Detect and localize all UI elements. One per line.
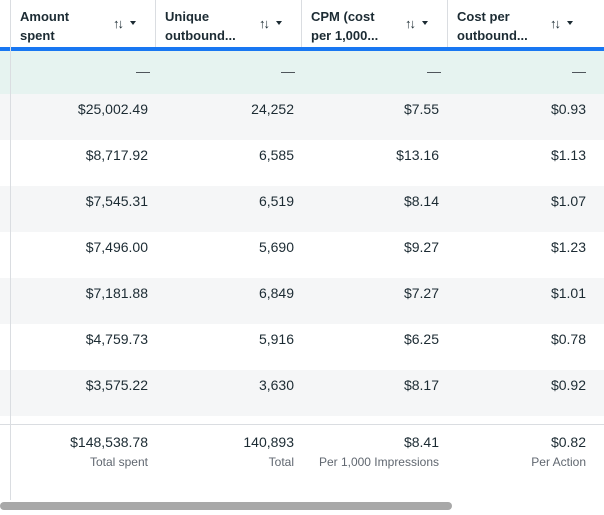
amount-spent-cell: $3,575.22 [85, 377, 148, 393]
sort-button[interactable]: ↑↓ [113, 15, 145, 31]
total-cost-per-outbound: $0.82 [550, 434, 586, 450]
cpm-cell: $7.55 [403, 101, 439, 117]
total-cpm-label: Per 1,000 Impressions [318, 455, 439, 469]
amount-spent-cell: $7,181.88 [85, 285, 148, 301]
unique-outbound-cell: 5,690 [258, 239, 294, 255]
column-title-line1: Amount [20, 9, 70, 24]
column-header-cpm[interactable]: CPM (cost per 1,000... ↑↓ [302, 0, 448, 47]
cost-per-outbound-cell: $1.13 [550, 147, 586, 163]
table-row[interactable]: $8,717.92 6,585 $13.16 $1.13 [0, 140, 604, 186]
frozen-column-border [10, 0, 11, 500]
unique-outbound-cell: 6,849 [258, 285, 294, 301]
sort-button[interactable]: ↑↓ [259, 15, 291, 31]
chevron-down-icon [276, 21, 282, 25]
chevron-down-icon [422, 21, 428, 25]
total-amount-spent: $148,538.78 [70, 434, 148, 450]
total-amount-spent-label: Total spent [89, 455, 148, 469]
cpm-cell: $8.14 [403, 193, 439, 209]
sort-button[interactable]: ↑↓ [405, 15, 437, 31]
total-cost-per-outbound-label: Per Action [531, 455, 586, 469]
table-row[interactable]: $7,545.31 6,519 $8.14 $1.07 [0, 186, 604, 232]
cost-per-outbound-cell: $0.92 [550, 377, 586, 393]
amount-spent-cell: $25,002.49 [77, 101, 148, 117]
total-unique-outbound: 140,893 [243, 434, 294, 450]
summary-row [0, 51, 604, 94]
amount-spent-cell: $7,496.00 [85, 239, 148, 255]
cpm-cell: $6.25 [403, 331, 439, 347]
total-cpm: $8.41 [403, 434, 439, 450]
summary-cell: — [572, 63, 586, 79]
summary-cell: — [427, 63, 441, 79]
column-header-cost-per-outbound[interactable]: Cost per outbound... ↑↓ [448, 0, 604, 47]
cost-per-outbound-cell: $1.01 [550, 285, 586, 301]
cost-per-outbound-cell: $1.23 [550, 239, 586, 255]
unique-outbound-cell: 24,252 [251, 101, 294, 117]
cpm-cell: $9.27 [403, 239, 439, 255]
cpm-cell: $7.27 [403, 285, 439, 301]
chevron-down-icon [567, 21, 573, 25]
sort-arrows-icon: ↑↓ [405, 15, 416, 31]
sort-button[interactable]: ↑↓ [550, 15, 582, 31]
sort-arrows-icon: ↑↓ [259, 15, 270, 31]
column-title-line1: Unique [165, 9, 210, 24]
column-title-line2: per 1,000... [311, 28, 379, 43]
column-title-line1: CPM (cost [311, 9, 375, 24]
unique-outbound-cell: 6,519 [258, 193, 294, 209]
table-row[interactable]: $4,759.73 5,916 $6.25 $0.78 [0, 324, 604, 370]
table-row[interactable]: $3,575.22 3,630 $8.17 $0.92 [0, 370, 604, 416]
horizontal-scrollbar[interactable] [0, 502, 452, 510]
header-divider [0, 47, 604, 51]
unique-outbound-cell: 3,630 [258, 377, 294, 393]
column-header-unique-outbound[interactable]: Unique outbound... ↑↓ [156, 0, 302, 47]
column-title-line2: outbound... [165, 28, 236, 43]
table-row[interactable]: $25,002.49 24,252 $7.55 $0.93 [0, 94, 604, 140]
cost-per-outbound-cell: $0.93 [550, 101, 586, 117]
amount-spent-cell: $4,759.73 [85, 331, 148, 347]
sort-arrows-icon: ↑↓ [550, 15, 561, 31]
chevron-down-icon [130, 21, 136, 25]
cost-per-outbound-cell: $1.07 [550, 193, 586, 209]
total-unique-outbound-label: Total [268, 455, 294, 469]
sort-arrows-icon: ↑↓ [113, 15, 124, 31]
cpm-cell: $8.17 [403, 377, 439, 393]
table-row[interactable]: $7,496.00 5,690 $9.27 $1.23 [0, 232, 604, 278]
column-title-line2: spent [20, 28, 55, 43]
column-title-line1: Cost per [457, 9, 510, 24]
amount-spent-cell: $7,545.31 [85, 193, 148, 209]
column-header-amount-spent[interactable]: Amount spent ↑↓ [11, 0, 156, 47]
unique-outbound-cell: 6,585 [258, 147, 294, 163]
summary-cell: — [281, 63, 295, 79]
unique-outbound-cell: 5,916 [258, 331, 294, 347]
table-row[interactable]: $7,181.88 6,849 $7.27 $1.01 [0, 278, 604, 324]
cost-per-outbound-cell: $0.78 [550, 331, 586, 347]
amount-spent-cell: $8,717.92 [85, 147, 148, 163]
table-header: Amount spent ↑↓ Unique outbound... ↑↓ CPM … [0, 0, 604, 47]
totals-divider [0, 424, 604, 425]
cpm-cell: $13.16 [396, 147, 439, 163]
summary-cell: — [136, 63, 150, 79]
column-title-line2: outbound... [457, 28, 528, 43]
